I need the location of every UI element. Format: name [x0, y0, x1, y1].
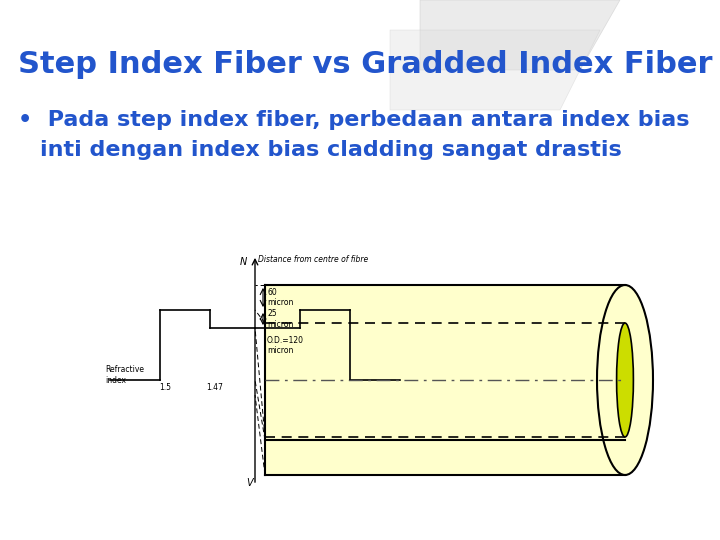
- Text: 1.47: 1.47: [207, 383, 223, 392]
- Text: N: N: [240, 257, 247, 267]
- Text: Step Index Fiber vs Gradded Index Fiber: Step Index Fiber vs Gradded Index Fiber: [18, 50, 713, 79]
- Text: 60
micron: 60 micron: [267, 288, 293, 307]
- Text: Distance from centre of fibre: Distance from centre of fibre: [258, 255, 368, 264]
- Bar: [265, 285, 625, 475]
- Text: O.D.=120
micron: O.D.=120 micron: [267, 336, 304, 355]
- Text: 1.5: 1.5: [159, 383, 171, 392]
- Polygon shape: [390, 30, 600, 110]
- Text: •  Pada step index fiber, perbedaan antara index bias: • Pada step index fiber, perbedaan antar…: [18, 110, 690, 130]
- Text: 25
micron: 25 micron: [267, 309, 293, 329]
- Text: Refractive
index: Refractive index: [105, 365, 144, 384]
- Ellipse shape: [597, 285, 653, 475]
- Text: inti dengan index bias cladding sangat drastis: inti dengan index bias cladding sangat d…: [40, 140, 622, 160]
- Bar: [265, 440, 625, 475]
- Ellipse shape: [616, 323, 634, 437]
- Text: V: V: [247, 478, 253, 488]
- Polygon shape: [420, 0, 620, 70]
